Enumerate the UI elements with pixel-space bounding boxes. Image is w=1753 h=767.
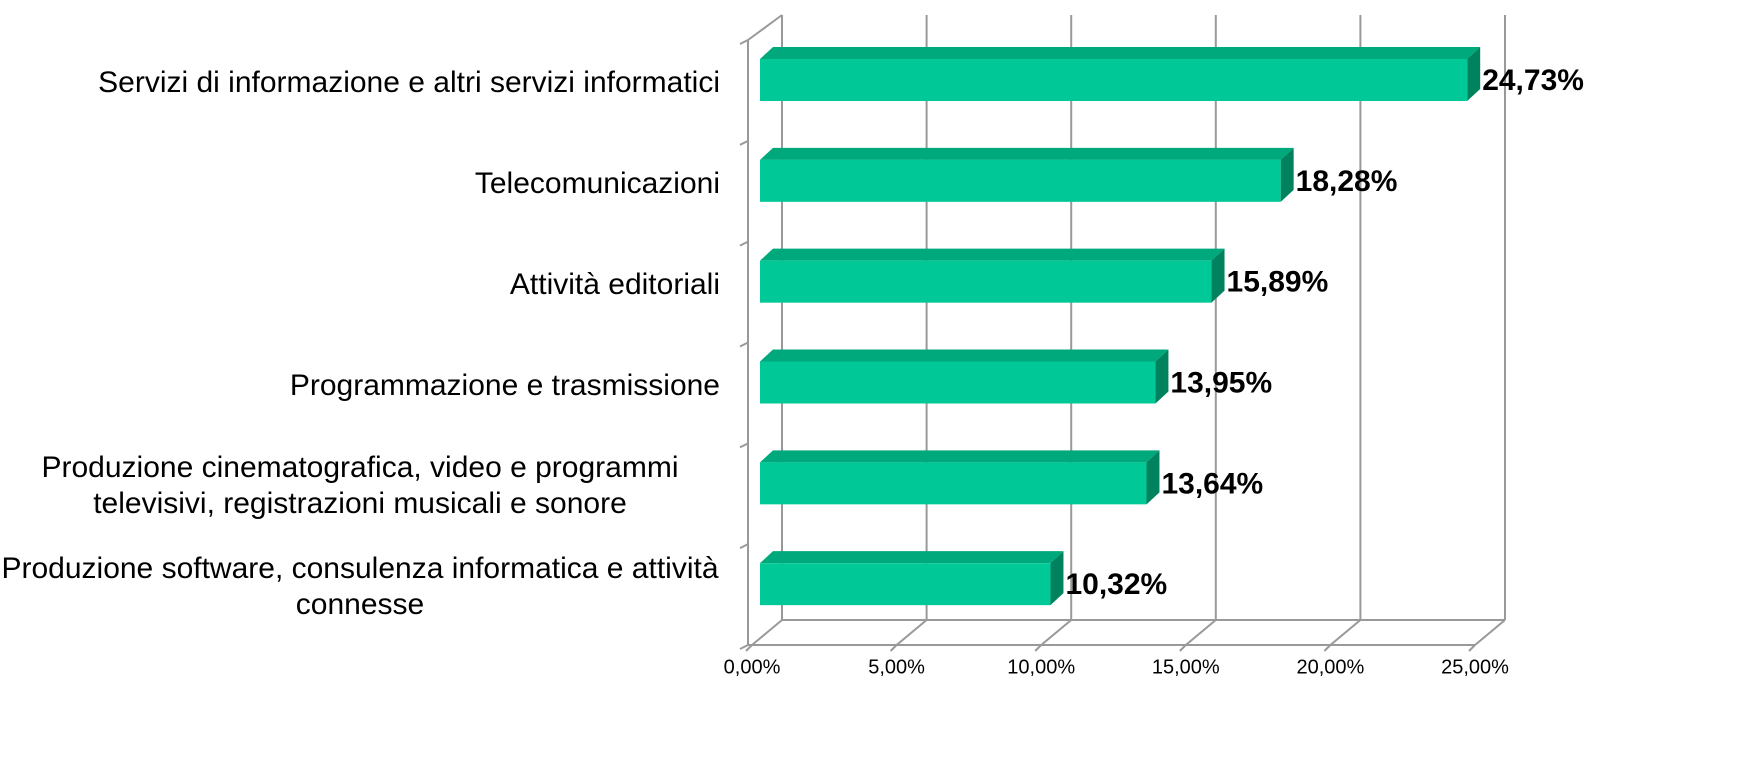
bar — [760, 361, 1156, 404]
category-tick — [739, 240, 749, 247]
x-tick-label: 15,00% — [1152, 656, 1220, 678]
category-label: Produzione software, consulenza informat… — [1, 552, 719, 622]
bar-top — [760, 248, 1225, 261]
category-label-box: Attività editoriali — [0, 267, 720, 303]
category-label-box: Produzione cinematografica, video e prog… — [0, 450, 720, 522]
x-tick-label: 10,00% — [1007, 656, 1075, 678]
bar — [760, 59, 1468, 101]
category-label: Produzione cinematografica, video e prog… — [41, 451, 679, 521]
bar-top — [760, 147, 1294, 160]
bar-side — [1146, 450, 1160, 505]
category-label-box: Produzione software, consulenza informat… — [0, 551, 720, 623]
x-tick — [1034, 644, 1042, 652]
x-tick-label: 0,00% — [724, 656, 781, 678]
floor-grid-line — [1474, 619, 1506, 646]
category-label: Attività editoriali — [509, 267, 720, 301]
category-tick — [739, 543, 749, 550]
category-tick — [739, 442, 749, 449]
x-tick — [745, 644, 753, 652]
bar-side — [1467, 47, 1481, 101]
x-tick-label: 20,00% — [1296, 656, 1364, 678]
x-tick — [889, 644, 898, 652]
category-label-box: Telecomunicazioni — [0, 166, 720, 202]
bar — [760, 563, 1051, 606]
floor-grid-line — [1040, 619, 1072, 646]
category-tick — [739, 39, 749, 45]
value-label: 10,32% — [1065, 568, 1167, 601]
value-label: 24,73% — [1482, 64, 1584, 97]
value-label: 18,28% — [1296, 165, 1398, 198]
bar-side — [1280, 147, 1294, 202]
category-label-box: Programmazione e trasmissione — [0, 368, 720, 404]
floor-grid-line — [751, 619, 783, 646]
bar-side — [1155, 349, 1169, 404]
bar — [760, 462, 1147, 505]
bar-side — [1050, 551, 1064, 606]
bar-side — [1211, 248, 1225, 303]
x-tick — [1179, 644, 1187, 652]
x-tick — [1468, 644, 1476, 652]
category-label: Programmazione e trasmissione — [289, 368, 720, 402]
x-tick-label: 5,00% — [868, 656, 925, 678]
floor-grid-line — [1329, 619, 1362, 646]
category-label-box: Servizi di informazione e altri servizi … — [0, 65, 720, 101]
x-tick-label: 25,00% — [1441, 656, 1509, 678]
floor-grid-line — [1185, 619, 1217, 646]
floor-grid-line — [895, 619, 928, 646]
category-tick — [739, 139, 749, 146]
category-tick — [739, 644, 749, 650]
x-tick — [1323, 644, 1332, 652]
category-label: Telecomunicazioni — [474, 166, 720, 200]
bar-top — [760, 551, 1064, 564]
bar — [760, 159, 1281, 202]
bar-top — [760, 450, 1160, 463]
bar-top — [760, 47, 1481, 59]
value-label: 13,64% — [1161, 467, 1263, 500]
value-label: 15,89% — [1227, 266, 1329, 299]
category-label: Servizi di informazione e altri servizi … — [98, 66, 720, 99]
bar-top — [760, 349, 1169, 362]
bar — [760, 260, 1212, 303]
value-label: 13,95% — [1170, 366, 1272, 399]
left-wall-top — [747, 14, 783, 41]
category-tick — [739, 341, 749, 348]
